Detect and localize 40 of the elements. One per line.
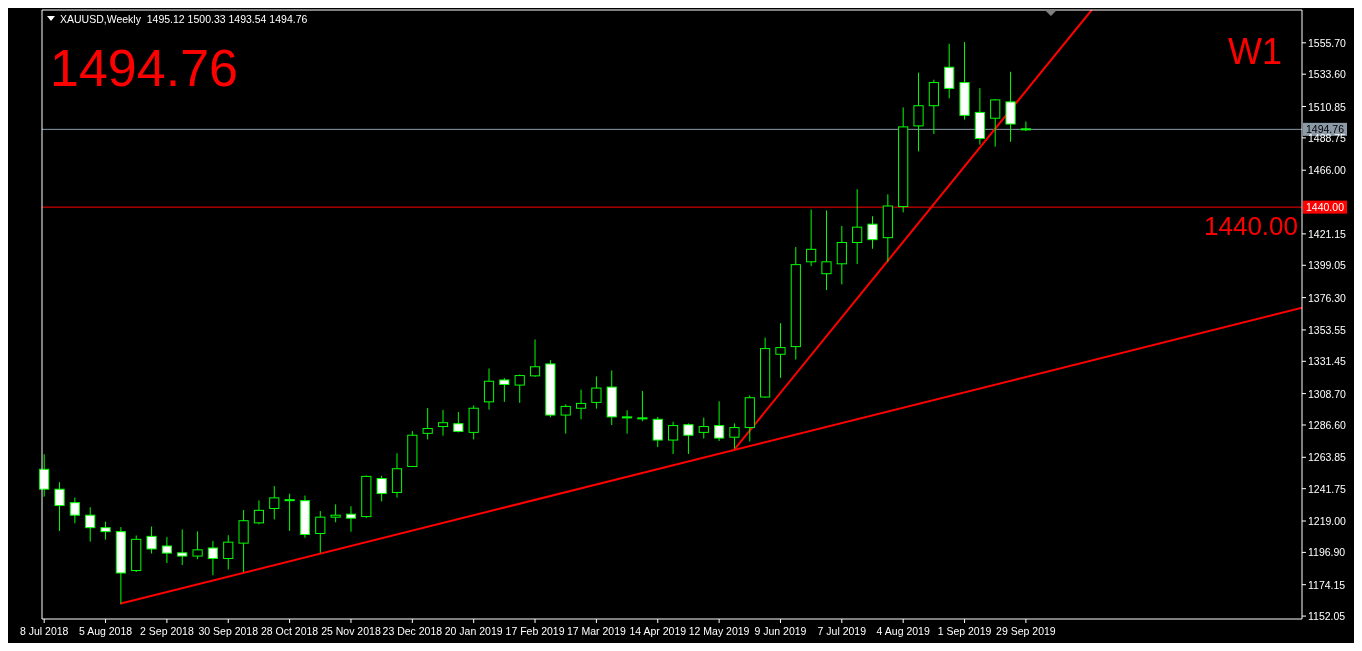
x-tick-label: 2 Sep 2018 [140,625,194,637]
annotation: 1494.76 [50,39,238,97]
x-tick-label: 20 Jan 2019 [444,625,503,637]
y-tick-label: 1308.70 [1308,387,1347,400]
annotation: W1 [1228,31,1282,72]
y-tick-label: 1286.60 [1308,418,1347,431]
chart-title: XAUUSD,Weekly 1495.12 1500.33 1493.54 1494.76 [60,13,308,25]
y-tick-label: 1241.75 [1308,482,1347,495]
x-tick-label: 25 Nov 2018 [321,625,381,637]
x-tick-label: 7 Jul 2019 [817,625,867,637]
y-tick-label: 1399.05 [1308,259,1347,272]
x-tick-label: 12 May 2019 [688,625,750,637]
x-tick-label: 1 Sep 2019 [937,625,992,637]
x-tick-label: 5 Aug 2018 [78,625,133,637]
x-tick-label: 30 Sep 2018 [198,625,259,637]
y-tick-label: 1533.60 [1308,68,1347,81]
x-tick-label: 4 Aug 2019 [876,625,930,637]
x-tick-label: 29 Sep 2019 [996,625,1056,637]
x-tick-label: 17 Mar 2019 [566,625,627,637]
x-tick-label: 23 Dec 2018 [382,625,443,637]
y-tick-label: 1331.45 [1308,355,1347,368]
y-tick-label: 1466.00 [1308,164,1347,177]
y-tick-label: 1174.15 [1308,578,1346,591]
x-tick-label: 9 Jun 2019 [754,625,807,637]
ref-line-label: 1494.76 [1306,123,1345,136]
y-tick-label: 1263.85 [1308,451,1347,464]
x-tick-label: 8 Jul 2018 [19,625,69,637]
y-tick-label: 1376.30 [1308,291,1347,304]
x-tick-label: 28 Oct 2018 [261,625,319,637]
ref-line-label: 1440.00 [1306,201,1345,214]
y-tick-label: 1152.05 [1308,610,1346,623]
y-tick-label: 1555.70 [1308,36,1347,49]
annotation: 1440.00 [1204,211,1298,242]
x-tick-label: 14 Apr 2019 [629,625,687,637]
y-tick-label: 1353.55 [1308,323,1347,336]
y-tick-label: 1196.90 [1308,546,1346,559]
y-tick-label: 1510.85 [1308,100,1347,113]
y-tick-label: 1421.15 [1308,227,1347,240]
y-tick-label: 1219.00 [1308,515,1347,527]
x-tick-label: 17 Feb 2019 [505,625,565,637]
